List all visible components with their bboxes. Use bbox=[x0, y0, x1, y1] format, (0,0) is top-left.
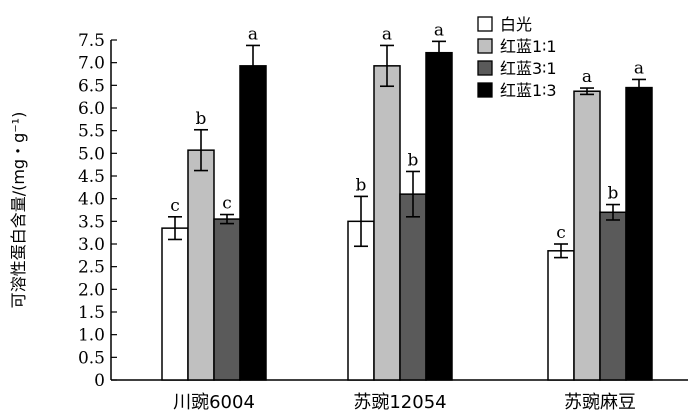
legend-swatch bbox=[477, 82, 493, 98]
significance-label: c bbox=[170, 196, 180, 216]
y-tick-label: 6.5 bbox=[78, 76, 105, 96]
bar bbox=[547, 250, 575, 381]
y-tick-label: 0.5 bbox=[78, 348, 105, 368]
bar bbox=[347, 220, 375, 381]
legend-label: 红蓝1∶3 bbox=[500, 81, 557, 100]
y-tick-label: 6.0 bbox=[78, 99, 105, 119]
significance-label: b bbox=[356, 175, 367, 195]
legend-label: 白光 bbox=[500, 15, 532, 34]
category-label: 苏豌麻豆 bbox=[564, 392, 636, 413]
bar bbox=[399, 193, 427, 381]
y-tick-label: 5.5 bbox=[78, 122, 105, 142]
category-label: 川豌6004 bbox=[173, 392, 255, 413]
significance-label: c bbox=[556, 223, 566, 243]
y-tick-label: 2.0 bbox=[78, 280, 105, 300]
bar bbox=[425, 51, 453, 381]
legend-label: 红蓝1∶1 bbox=[500, 37, 557, 56]
y-tick-label: 7.5 bbox=[78, 31, 105, 51]
y-tick-label: 7.0 bbox=[78, 54, 105, 74]
y-ticks: 0 0.51.0 1.5 2.02.5 3.0 3.54.0 4.5 5.05.5 6.0 6.5… bbox=[78, 31, 117, 391]
bar bbox=[573, 90, 601, 381]
significance-label: b bbox=[196, 109, 207, 129]
bar bbox=[373, 65, 401, 381]
y-tick-label: 1.0 bbox=[78, 326, 105, 346]
significance-label: a bbox=[248, 24, 258, 44]
y-tick-label: 4.5 bbox=[78, 167, 105, 187]
y-tick-label: 0 bbox=[94, 371, 105, 391]
bar bbox=[161, 227, 189, 381]
bar bbox=[187, 149, 215, 381]
legend-label: 红蓝3∶1 bbox=[500, 59, 557, 78]
bar bbox=[599, 211, 627, 381]
significance-label: a bbox=[582, 67, 592, 87]
legend-swatch bbox=[477, 16, 493, 32]
y-tick-label: 3.0 bbox=[78, 235, 105, 255]
legend-swatch bbox=[477, 60, 493, 76]
significance-label: c bbox=[222, 194, 232, 214]
significance-label: a bbox=[382, 24, 392, 44]
bar bbox=[625, 86, 653, 381]
category-labels: 川豌6004 苏豌12054 苏豌麻豆 bbox=[173, 392, 636, 413]
significance-label: a bbox=[434, 20, 444, 40]
significance-label: a bbox=[634, 58, 644, 78]
category-label: 苏豌12054 bbox=[353, 392, 446, 413]
legend-swatch bbox=[477, 38, 493, 54]
y-axis-label: 可溶性蛋白含量/(mg・g⁻¹) bbox=[9, 112, 28, 309]
bar bbox=[239, 65, 267, 381]
y-tick-label: 4.0 bbox=[78, 190, 105, 210]
y-tick-label: 1.5 bbox=[78, 303, 105, 323]
y-tick-label: 2.5 bbox=[78, 258, 105, 278]
bars: c b c b a a c b b a a a bbox=[161, 20, 653, 381]
significance-label: b bbox=[408, 150, 419, 170]
y-tick-label: 3.5 bbox=[78, 212, 105, 232]
bar bbox=[213, 218, 241, 381]
y-tick-label: 5.0 bbox=[78, 144, 105, 164]
significance-label: b bbox=[608, 184, 619, 204]
